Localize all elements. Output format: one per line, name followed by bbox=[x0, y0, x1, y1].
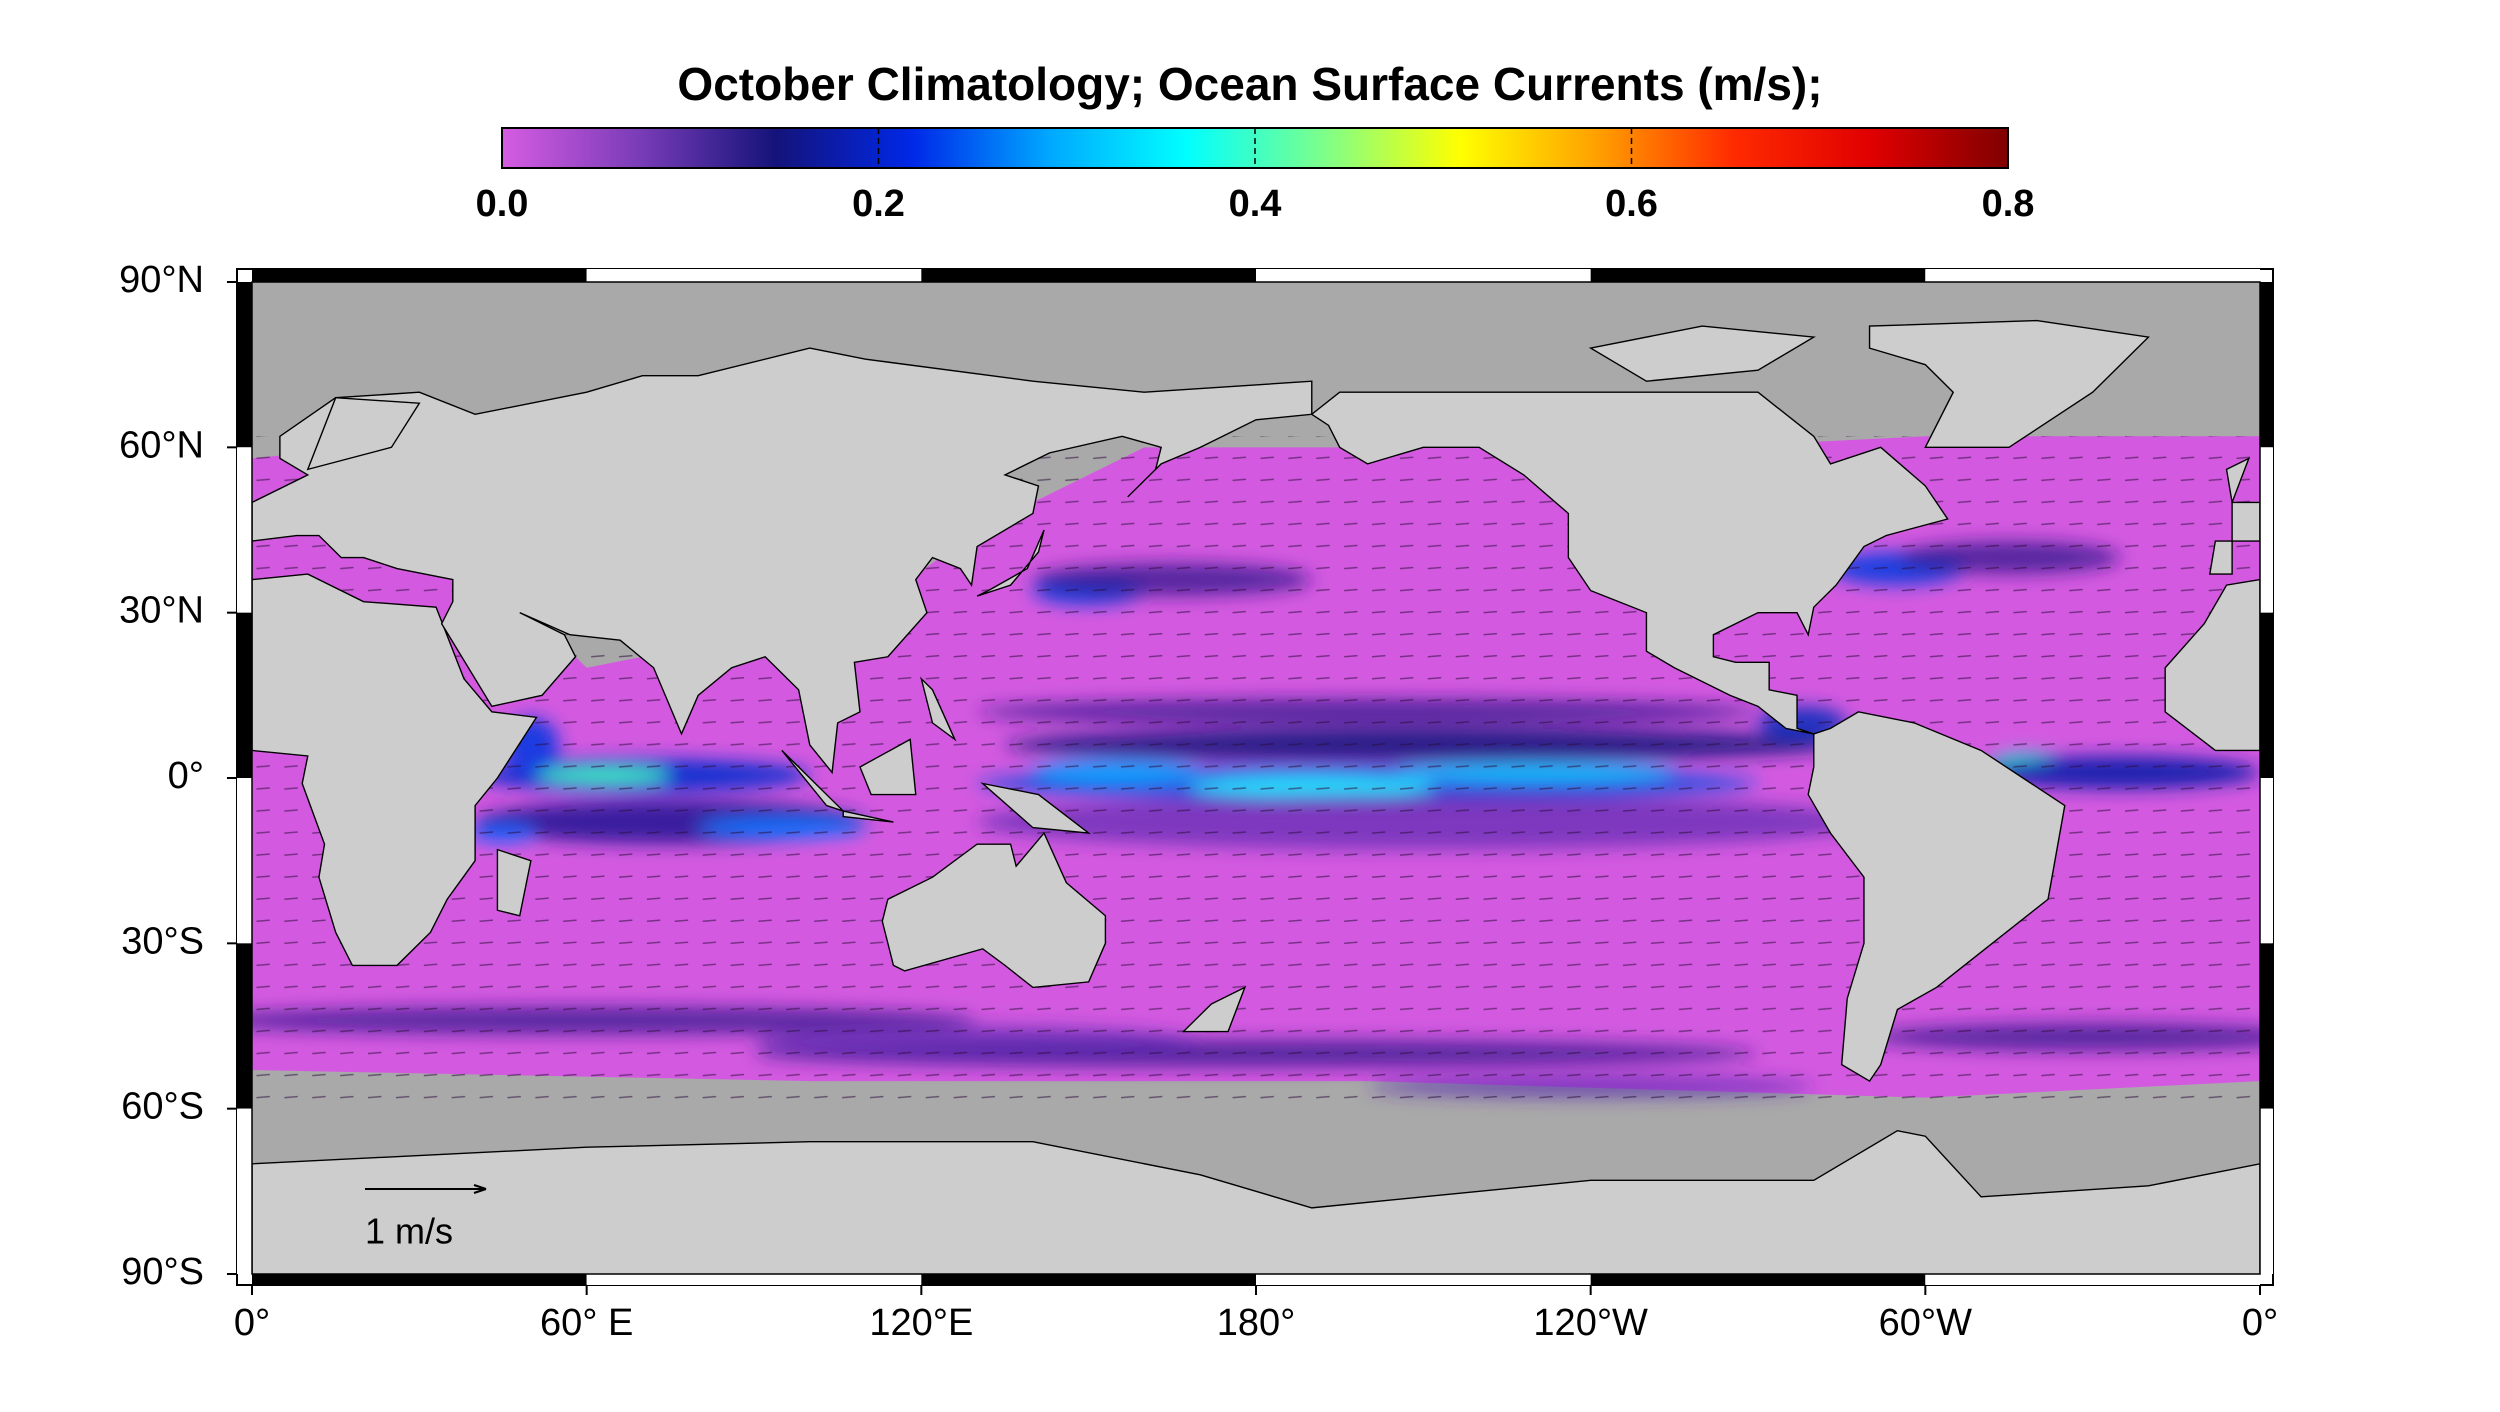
land bbox=[252, 319, 2261, 1275]
colorbar-tick-label: 0.0 bbox=[476, 183, 529, 225]
frame-bar bbox=[237, 612, 252, 778]
frame-bar bbox=[2260, 612, 2273, 778]
geo-layer bbox=[252, 319, 2261, 1275]
colorbar-tick-label: 0.2 bbox=[852, 183, 905, 225]
plot-border bbox=[251, 281, 2261, 1275]
y-tick-label: 90°S bbox=[121, 1251, 204, 1293]
frame-bar bbox=[237, 447, 252, 613]
frame-bar bbox=[1590, 269, 1926, 282]
frame-bar bbox=[1590, 1274, 1926, 1285]
y-tick-label: 30°S bbox=[121, 920, 204, 962]
colorbar-tick-label: 0.6 bbox=[1605, 183, 1658, 225]
y-tick-label: 60°N bbox=[119, 424, 204, 466]
frame-bar bbox=[1256, 1274, 1591, 1285]
frame-bar bbox=[1925, 1274, 2260, 1285]
frame-bar bbox=[586, 1274, 922, 1285]
map-title: October Climatology; Ocean Surface Curre… bbox=[677, 58, 1822, 110]
x-tick-label: 120°E bbox=[869, 1302, 973, 1344]
frame-bar bbox=[1256, 269, 1591, 282]
x-tick-label: 0° bbox=[234, 1302, 270, 1344]
frame-bar bbox=[2260, 943, 2273, 1109]
frame-bar bbox=[2260, 1108, 2273, 1274]
frame-bar bbox=[921, 1274, 1256, 1285]
y-tick-label: 30°N bbox=[119, 590, 204, 632]
x-tick-label: 60°W bbox=[1879, 1302, 1972, 1344]
colorbar-tick-label: 0.8 bbox=[1982, 183, 2035, 225]
y-tick-label: 60°S bbox=[121, 1086, 204, 1128]
frame-bar bbox=[2260, 282, 2273, 448]
colorbar-tick-label: 0.4 bbox=[1229, 183, 1282, 225]
frame-bar bbox=[252, 1274, 587, 1285]
frame-bar bbox=[237, 778, 252, 944]
x-tick-label: 0° bbox=[2242, 1302, 2278, 1344]
frame-bar bbox=[586, 269, 922, 282]
frame-bar bbox=[1925, 269, 2260, 282]
frame-bar bbox=[2260, 447, 2273, 613]
frame-bar bbox=[2260, 778, 2273, 944]
y-tick-label: 90°N bbox=[119, 259, 204, 301]
x-tick-label: 60° E bbox=[540, 1302, 633, 1344]
y-tick-label: 0° bbox=[168, 755, 204, 797]
x-tick-label: 120°W bbox=[1533, 1302, 1648, 1344]
frame-bar bbox=[237, 1108, 252, 1274]
scale-label: 1 m/s bbox=[365, 1211, 453, 1252]
frame-bar bbox=[252, 269, 587, 282]
scale-arrow-head bbox=[473, 1184, 487, 1194]
frame-bar bbox=[237, 282, 252, 448]
x-tick-label: 180° bbox=[1217, 1302, 1296, 1344]
frame-bar bbox=[237, 943, 252, 1109]
frame-bar bbox=[921, 269, 1256, 282]
